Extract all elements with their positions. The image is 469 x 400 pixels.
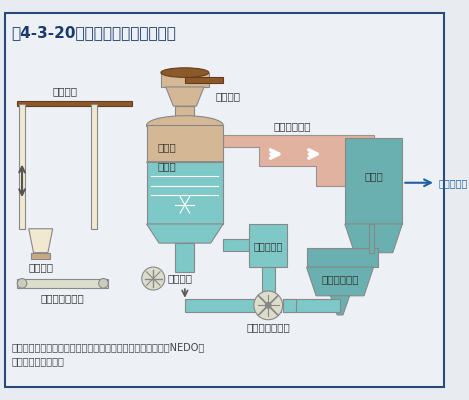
Polygon shape	[166, 87, 204, 106]
Polygon shape	[345, 224, 402, 253]
Text: ガス循環ファン: ガス循環ファン	[246, 323, 290, 333]
Bar	[30, 253, 50, 259]
Polygon shape	[29, 229, 53, 253]
Text: 冷却槽: 冷却槽	[157, 162, 176, 172]
Text: 出典：独立行政法人新エネルギー・産業技術総合開発機構（NEDO）
　　　ホームページ: 出典：独立行政法人新エネルギー・産業技術総合開発機構（NEDO） ホームページ	[12, 342, 205, 366]
Bar	[283, 299, 296, 312]
Bar	[369, 224, 374, 253]
Text: 図4-3-20　コークス乾式消火設備: 図4-3-20 コークス乾式消火設備	[12, 25, 176, 40]
Text: 保持槽: 保持槽	[157, 142, 176, 152]
Bar	[262, 267, 275, 296]
Polygon shape	[307, 267, 374, 296]
Circle shape	[17, 278, 27, 288]
Bar	[185, 299, 280, 312]
Bar	[161, 72, 209, 87]
Text: ボイラ: ボイラ	[364, 171, 383, 181]
Text: クレーン: クレーン	[53, 86, 78, 96]
Circle shape	[98, 278, 108, 288]
Bar	[147, 162, 223, 224]
Bar	[17, 101, 132, 106]
Circle shape	[254, 291, 283, 320]
Bar	[175, 243, 195, 272]
Ellipse shape	[147, 116, 223, 135]
Text: 給水予熱器: 給水予熱器	[254, 241, 283, 251]
Text: 工場用蒸気: 工場用蒸気	[439, 178, 468, 188]
Bar	[307, 248, 378, 267]
Bar	[283, 299, 340, 312]
Polygon shape	[223, 135, 374, 186]
Polygon shape	[331, 296, 350, 315]
Polygon shape	[147, 162, 223, 181]
Text: 装入装置: 装入装置	[216, 92, 241, 102]
Text: ベルトコンベア: ベルトコンベア	[40, 293, 84, 303]
Bar	[19, 104, 25, 229]
Bar	[249, 224, 287, 267]
Bar	[91, 104, 97, 229]
Bar	[223, 239, 252, 251]
Text: バケット: バケット	[29, 262, 53, 272]
Ellipse shape	[161, 68, 209, 77]
Bar	[17, 278, 108, 288]
Circle shape	[265, 302, 271, 308]
Polygon shape	[147, 224, 223, 243]
Text: 排出装置: 排出装置	[167, 274, 193, 284]
Bar	[175, 106, 195, 125]
Text: ２次集塵装置: ２次集塵装置	[321, 274, 359, 284]
Bar	[147, 125, 223, 162]
Text: １次集塵装置: １次集塵装置	[273, 121, 311, 131]
Bar	[185, 77, 223, 83]
Bar	[345, 138, 402, 224]
Circle shape	[142, 267, 165, 290]
